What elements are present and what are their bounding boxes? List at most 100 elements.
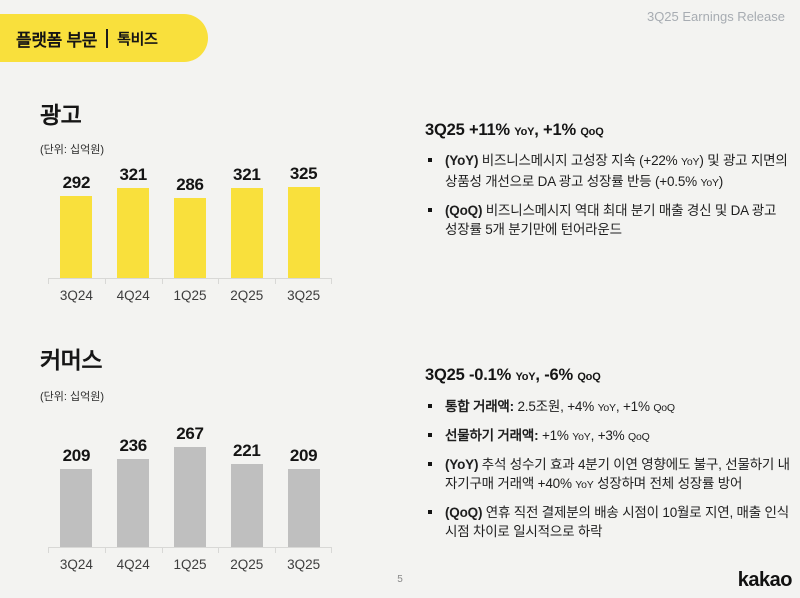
- bar-group-4Q24: 236: [105, 436, 162, 547]
- bar-value-label: 209: [62, 446, 91, 465]
- bar-group-1Q25: 286: [162, 175, 219, 278]
- bar: [287, 469, 320, 547]
- bullet-text: 선물하기 거래액: +1% YoY, +3% QoQ: [445, 426, 650, 447]
- bars-row: 292 321 286 321 325: [48, 164, 332, 278]
- text-segment: , +1%: [534, 121, 581, 139]
- bar: [60, 196, 93, 278]
- text-segment: 성장하며 전체 성장률 방어: [593, 476, 743, 491]
- text-segment: , +1%: [615, 399, 654, 414]
- bullet-item: (QoQ) 연휴 직전 결제분의 배송 시점이 10월로 지연, 매출 인식 시…: [425, 503, 790, 541]
- summary-bullets-advertising: (YoY) 비즈니스메시지 고성장 지속 (+22% YoY) 및 광고 지면의…: [425, 151, 790, 247]
- text-segment: (YoY): [445, 457, 482, 472]
- axis-tick: [104, 548, 106, 553]
- bullet-item: (YoY) 비즈니스메시지 고성장 지속 (+22% YoY) 및 광고 지면의…: [425, 151, 790, 193]
- section-title-advertising: 광고: [40, 102, 82, 128]
- axis-tick: [161, 279, 163, 284]
- summary-headline-commerce: 3Q25 -0.1% YoY, -6% QoQ: [425, 366, 601, 385]
- bar-value-label: 325: [289, 164, 318, 183]
- bar-group-3Q25: 325: [275, 164, 332, 278]
- text-segment: (QoQ): [445, 203, 486, 218]
- axis-tick: [331, 548, 332, 553]
- bullet-text: 통합 거래액: 2.5조원, +4% YoY, +1% QoQ: [445, 397, 675, 418]
- bars-row: 209 236 267 221 209: [48, 424, 332, 547]
- axis-category-label: 3Q24: [59, 288, 93, 303]
- axis-tick: [48, 548, 49, 553]
- bullet-square-icon: [428, 208, 432, 212]
- axis-category-label: 4Q24: [116, 288, 150, 303]
- bar-group-2Q25: 221: [218, 441, 275, 547]
- axis-tick: [331, 279, 332, 284]
- bar-group-1Q25: 267: [162, 424, 219, 547]
- bullet-text: (QoQ) 연휴 직전 결제분의 배송 시점이 10월로 지연, 매출 인식 시…: [445, 503, 790, 541]
- bullet-text: (QoQ) 비즈니스메시지 역대 최대 분기 매출 경신 및 DA 광고 성장률…: [445, 201, 790, 239]
- bar-value-label: 286: [176, 175, 204, 194]
- bar-chart-commerce: 209 236 267 221 209 3Q24 4Q24 1Q25 2Q25 3Q25: [48, 424, 332, 572]
- text-segment: 3Q25 -0.1%: [425, 366, 516, 384]
- summary-headline-advertising: 3Q25 +11% YoY, +1% QoQ: [425, 121, 604, 140]
- axis-category-label: 2Q25: [230, 288, 264, 303]
- text-segment: YoY: [700, 177, 720, 189]
- page-number: 5: [397, 574, 403, 585]
- text-segment: QoQ: [577, 371, 601, 383]
- bullet-square-icon: [428, 433, 432, 437]
- axis-category-label: 4Q24: [116, 557, 150, 572]
- text-segment: (YoY): [445, 153, 482, 168]
- text-segment: (QoQ): [445, 505, 486, 520]
- axis-category-label: 2Q25: [230, 557, 264, 572]
- badge-divider-bar: [106, 28, 109, 48]
- axis-tick: [275, 548, 277, 553]
- axis-category-label: 3Q25: [287, 557, 321, 572]
- bar: [173, 198, 206, 278]
- axis-category-label: 3Q24: [59, 557, 93, 572]
- bar-value-label: 209: [289, 446, 318, 465]
- unit-label-advertising: (단위: 십억원): [40, 144, 105, 156]
- category-labels-row: 3Q24 4Q24 1Q25 2Q25 3Q25: [48, 557, 332, 572]
- bar-value-label: 321: [233, 165, 261, 184]
- text-segment: YoY: [575, 479, 594, 491]
- bar-value-label: 236: [119, 436, 147, 455]
- bullet-text: (YoY) 추석 성수기 효과 4분기 이연 영향에도 불구, 선물하기 내 자…: [445, 455, 790, 495]
- unit-label-commerce: (단위: 십억원): [40, 391, 105, 403]
- text-segment: QoQ: [628, 431, 650, 443]
- bar: [173, 447, 206, 547]
- bar-value-label: 221: [233, 441, 261, 460]
- bullet-square-icon: [428, 510, 432, 514]
- release-label: 3Q25 Earnings Release: [646, 9, 785, 24]
- axis-category-label: 1Q25: [173, 288, 207, 303]
- bar: [117, 188, 150, 278]
- text-segment: 3Q25 +11%: [425, 121, 515, 139]
- bar-group-3Q24: 209: [48, 446, 105, 547]
- bullet-square-icon: [428, 158, 432, 162]
- bar-value-label: 267: [176, 424, 204, 443]
- text-segment: YoY: [597, 402, 617, 414]
- text-segment: QoQ: [580, 126, 604, 138]
- text-segment: +1%: [538, 428, 573, 443]
- axis-tick: [275, 279, 277, 284]
- section-badge: 플랫폼 부문 톡비즈: [0, 14, 208, 62]
- bullet-item: 통합 거래액: 2.5조원, +4% YoY, +1% QoQ: [425, 397, 790, 418]
- bar: [287, 187, 320, 278]
- text-segment: YoY: [681, 156, 700, 168]
- bullet-square-icon: [428, 462, 432, 466]
- bullet-item: (YoY) 추석 성수기 효과 4분기 이연 영향에도 불구, 선물하기 내 자…: [425, 455, 790, 495]
- text-segment: 2.5조원, +4%: [513, 399, 598, 414]
- bullet-item: 선물하기 거래액: +1% YoY, +3% QoQ: [425, 426, 790, 447]
- text-segment: 추석 성수기 효과 4분기 이연 영향에도 불구, 선물하기 내 자기구매 거래…: [445, 457, 790, 491]
- text-segment: QoQ: [653, 402, 675, 414]
- axis-category-label: 3Q25: [287, 288, 321, 303]
- badge-title: 플랫폼 부문: [16, 30, 98, 50]
- text-segment: ) 및 광고 지면의 상품성 개선으로 DA 광고 성장률 반등 (+0.5%: [445, 153, 788, 189]
- bullet-square-icon: [428, 404, 432, 408]
- kakao-logo: kakao: [737, 569, 793, 591]
- axis-tick: [218, 279, 220, 284]
- bullet-item: (QoQ) 비즈니스메시지 역대 최대 분기 매출 경신 및 DA 광고 성장률…: [425, 201, 790, 239]
- bar-chart-advertising: 292 321 286 321 325 3Q24 4Q24 1Q25 2Q25 3Q25: [48, 164, 332, 303]
- axis-tick: [104, 279, 106, 284]
- text-segment: 통합 거래액:: [445, 399, 514, 414]
- bullet-text: (YoY) 비즈니스메시지 고성장 지속 (+22% YoY) 및 광고 지면의…: [445, 151, 790, 193]
- badge-subtitle: 톡비즈: [117, 30, 158, 48]
- category-labels-row: 3Q24 4Q24 1Q25 2Q25 3Q25: [48, 288, 332, 303]
- text-segment: 선물하기 거래액:: [445, 428, 539, 443]
- text-segment: 비즈니스메시지 역대 최대 분기 매출 경신 및 DA 광고 성장률 5개 분기…: [445, 203, 777, 237]
